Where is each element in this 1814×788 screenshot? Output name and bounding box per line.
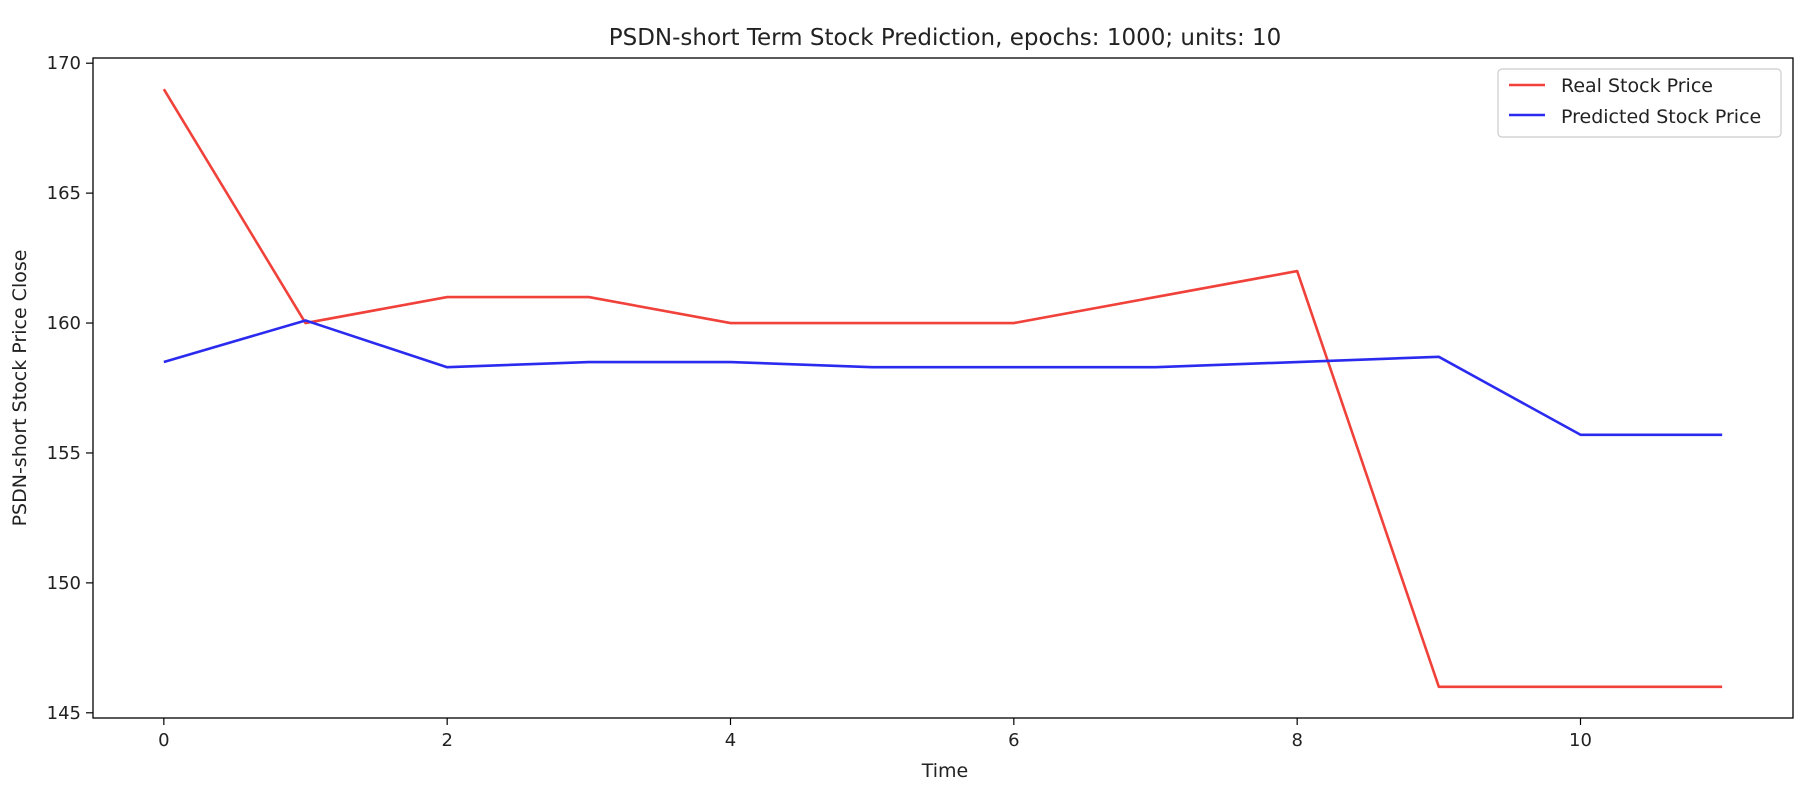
y-tick-label: 145 bbox=[47, 703, 81, 724]
x-tick-label: 2 bbox=[441, 730, 452, 751]
plot-frame bbox=[92, 57, 1794, 719]
y-tick-label: 150 bbox=[47, 573, 81, 594]
x-tick-label: 10 bbox=[1569, 730, 1592, 751]
legend: Real Stock Price Predicted Stock Price bbox=[1497, 68, 1782, 138]
chart-title: PSDN-short Term Stock Prediction, epochs… bbox=[609, 25, 1282, 51]
legend-label-predicted: Predicted Stock Price bbox=[1561, 106, 1761, 128]
x-tick-label: 8 bbox=[1291, 730, 1302, 751]
x-tick-label: 6 bbox=[1008, 730, 1019, 751]
y-tick-label: 155 bbox=[47, 443, 81, 464]
x-tick-label: 4 bbox=[725, 730, 736, 751]
y-axis-label: PSDN-short Stock Price Close bbox=[9, 250, 31, 527]
x-tick-label: 0 bbox=[158, 730, 169, 751]
legend-label-real: Real Stock Price bbox=[1561, 75, 1713, 97]
series-line-predicted bbox=[163, 319, 1723, 437]
x-axis-label: Time bbox=[921, 760, 969, 782]
x-axis: 0 2 4 6 8 10 bbox=[158, 718, 1592, 751]
y-axis: 145 150 155 160 165 170 bbox=[47, 53, 93, 724]
y-tick-label: 165 bbox=[47, 183, 81, 204]
y-tick-label: 170 bbox=[47, 53, 81, 74]
series-line-real bbox=[162, 88, 1723, 689]
legend-box bbox=[1497, 68, 1782, 138]
y-tick-label: 160 bbox=[47, 313, 81, 334]
series-layer bbox=[162, 88, 1723, 689]
